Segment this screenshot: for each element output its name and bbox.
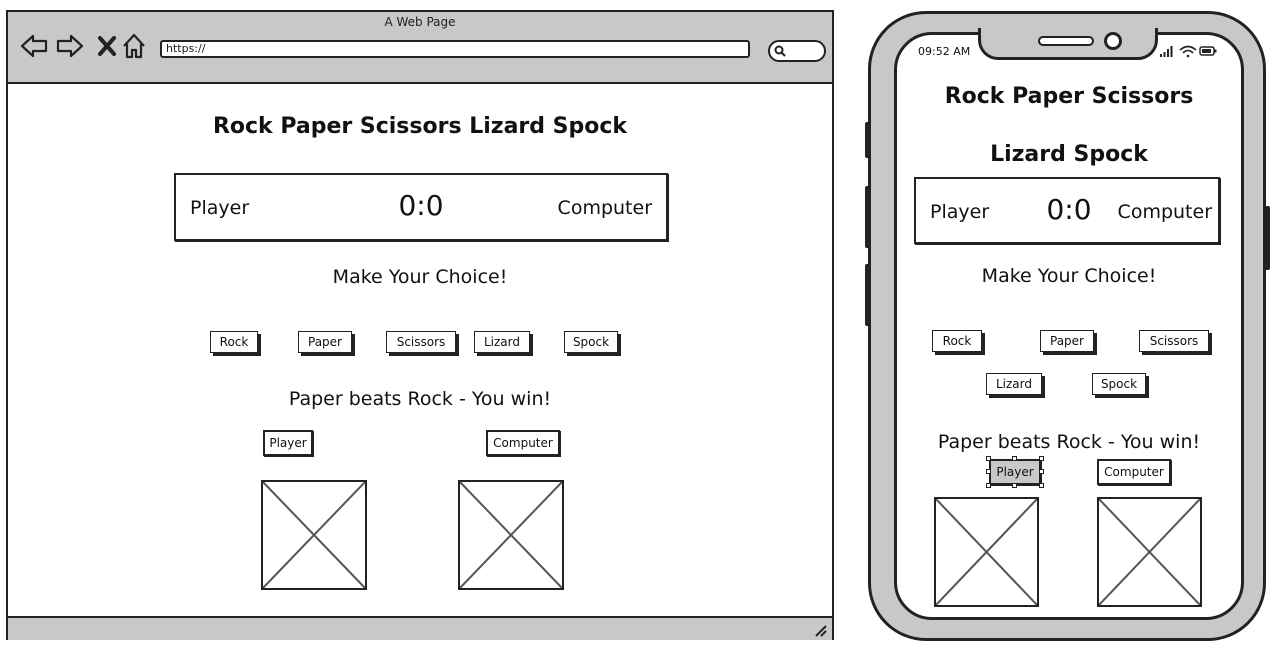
phone-player-score-label: Player	[930, 201, 990, 223]
page-title: Rock Paper Scissors Lizard Spock	[212, 114, 628, 139]
selection-handle[interactable]	[1012, 456, 1017, 461]
phone-volume-up-button	[865, 186, 871, 248]
computer-choice-image	[458, 480, 564, 590]
paper-button[interactable]: Paper	[298, 331, 352, 353]
forward-arrow-icon[interactable]	[56, 32, 84, 60]
computer-tag: Computer	[486, 430, 560, 456]
selection-handle[interactable]	[1039, 483, 1044, 488]
selection-handle[interactable]	[986, 456, 991, 461]
phone-computer-choice-image	[1097, 497, 1202, 607]
url-input[interactable]: https://	[160, 40, 750, 58]
choice-prompt: Make Your Choice!	[332, 266, 508, 288]
browser-toolbar: A Web Page https://	[8, 12, 832, 84]
close-x-icon[interactable]	[94, 32, 122, 60]
rock-button[interactable]: Rock	[210, 331, 258, 353]
selection-handle[interactable]	[1039, 469, 1044, 474]
wifi-icon	[1179, 45, 1197, 58]
browser-title: A Web Page	[384, 15, 456, 29]
spock-button[interactable]: Spock	[564, 331, 618, 353]
phone-side-button	[865, 122, 871, 158]
phone-computer-tag: Computer	[1097, 459, 1171, 485]
search-field[interactable]	[768, 40, 826, 62]
selection-handle[interactable]	[1012, 483, 1017, 488]
status-time: 09:52 AM	[918, 45, 971, 58]
result-message: Paper beats Rock - You win!	[288, 388, 552, 410]
phone-result-message: Paper beats Rock - You win!	[937, 431, 1201, 453]
selection-handle[interactable]	[986, 469, 991, 474]
phone-player-tag[interactable]: Player	[989, 459, 1041, 485]
phone-rock-button[interactable]: Rock	[932, 330, 982, 352]
phone-player-choice-image	[934, 497, 1039, 607]
score-value: 0:0	[398, 189, 444, 222]
phone-scissors-button[interactable]: Scissors	[1139, 330, 1209, 352]
phone-scoreboard: Player 0:0 Computer	[914, 177, 1220, 244]
phone-volume-down-button	[865, 264, 871, 326]
phone-camera	[1104, 32, 1122, 50]
search-icon	[774, 45, 786, 57]
phone-lizard-button[interactable]: Lizard	[986, 373, 1042, 395]
phone-power-button	[1264, 206, 1270, 270]
battery-icon	[1199, 46, 1217, 56]
back-arrow-icon[interactable]	[20, 32, 48, 60]
lizard-button[interactable]: Lizard	[474, 331, 530, 353]
status-icons	[1160, 45, 1217, 58]
selection-handle[interactable]	[986, 483, 991, 488]
phone-choice-prompt: Make Your Choice!	[981, 265, 1157, 287]
player-tag: Player	[263, 430, 313, 456]
resize-grip-icon[interactable]	[812, 622, 828, 638]
phone-score-value: 0:0	[1046, 193, 1092, 226]
phone-spock-button[interactable]: Spock	[1092, 373, 1146, 395]
signal-icon	[1160, 46, 1173, 57]
browser-status-bar	[8, 616, 832, 640]
scoreboard: Player 0:0 Computer	[174, 173, 668, 241]
selection-handle[interactable]	[1039, 456, 1044, 461]
home-icon[interactable]	[120, 32, 148, 60]
phone-title-line1: Rock Paper Scissors	[944, 84, 1194, 109]
player-choice-image	[261, 480, 367, 590]
phone-title-line2: Lizard Spock	[990, 142, 1148, 167]
phone-speaker	[1038, 36, 1094, 46]
phone-computer-score-label: Computer	[1117, 201, 1212, 223]
computer-score-label: Computer	[557, 197, 652, 219]
player-score-label: Player	[190, 197, 250, 219]
phone-paper-button[interactable]: Paper	[1040, 330, 1094, 352]
browser-window: A Web Page https:// Rock Paper Scissors …	[6, 10, 834, 640]
scissors-button[interactable]: Scissors	[386, 331, 456, 353]
